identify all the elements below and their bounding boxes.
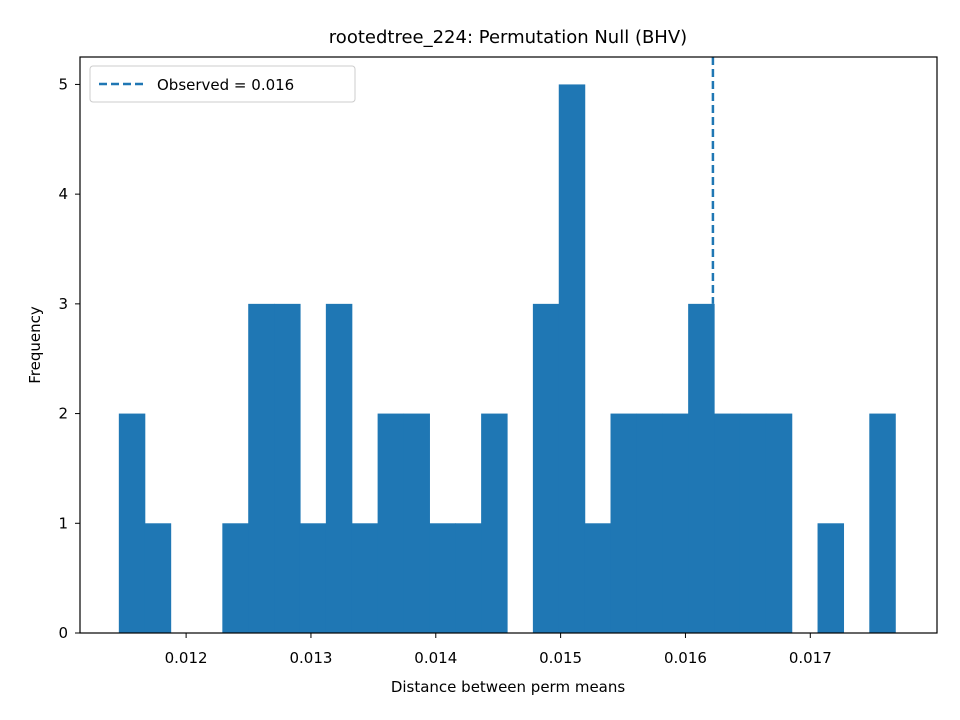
y-tick-label: 4	[58, 185, 68, 203]
histogram-bar	[765, 413, 793, 633]
legend-label: Observed = 0.016	[157, 76, 294, 94]
histogram-bar	[688, 303, 715, 633]
x-tick-label: 0.012	[165, 649, 208, 667]
histogram-bar	[584, 523, 612, 633]
histogram-bar	[351, 523, 379, 633]
histogram-bar	[869, 413, 896, 633]
legend-box	[89, 65, 356, 103]
histogram-bar	[222, 523, 249, 633]
y-axis-ticks: 0 1 2 3 4 5	[58, 75, 80, 642]
histogram-bar	[274, 303, 301, 633]
histogram-bar	[714, 413, 741, 633]
histogram-bar	[377, 413, 405, 633]
histogram-bar	[636, 413, 663, 633]
x-tick-label: 0.013	[289, 649, 332, 667]
x-axis-label: Distance between perm means	[391, 678, 626, 696]
histogram-bar	[610, 413, 637, 633]
x-tick-label: 0.015	[539, 649, 582, 667]
plot-frame	[79, 56, 938, 634]
histogram-bar	[532, 303, 560, 633]
y-tick-label: 3	[58, 295, 68, 313]
x-tick-label: 0.014	[414, 649, 457, 667]
histogram-bar	[403, 413, 430, 633]
histogram-bar	[299, 523, 327, 633]
y-tick-label: 2	[58, 405, 68, 423]
histogram-bar	[325, 303, 353, 633]
histogram-bar	[481, 413, 508, 633]
histogram-bar	[248, 303, 275, 633]
histogram-bar	[455, 523, 482, 633]
histogram-bar	[662, 413, 689, 633]
legend: Observed = 0.016	[89, 65, 356, 103]
y-axis-label: Frequency	[26, 306, 44, 384]
histogram-bar	[558, 84, 586, 633]
histogram-bar	[817, 523, 845, 633]
x-tick-label: 0.016	[664, 649, 707, 667]
histogram-bar	[144, 523, 172, 633]
x-tick-label: 0.017	[789, 649, 832, 667]
y-tick-label: 0	[58, 624, 68, 642]
histogram-bar	[118, 413, 146, 633]
y-tick-label: 5	[58, 75, 68, 93]
histogram-bars	[118, 84, 896, 633]
y-tick-label: 1	[58, 514, 68, 532]
x-axis-ticks: 0.012 0.013 0.014 0.015 0.016 0.017	[165, 633, 832, 667]
histogram-bar	[429, 523, 456, 633]
histogram-bar	[739, 413, 767, 633]
chart-title: rootedtree_224: Permutation Null (BHV)	[329, 27, 687, 48]
